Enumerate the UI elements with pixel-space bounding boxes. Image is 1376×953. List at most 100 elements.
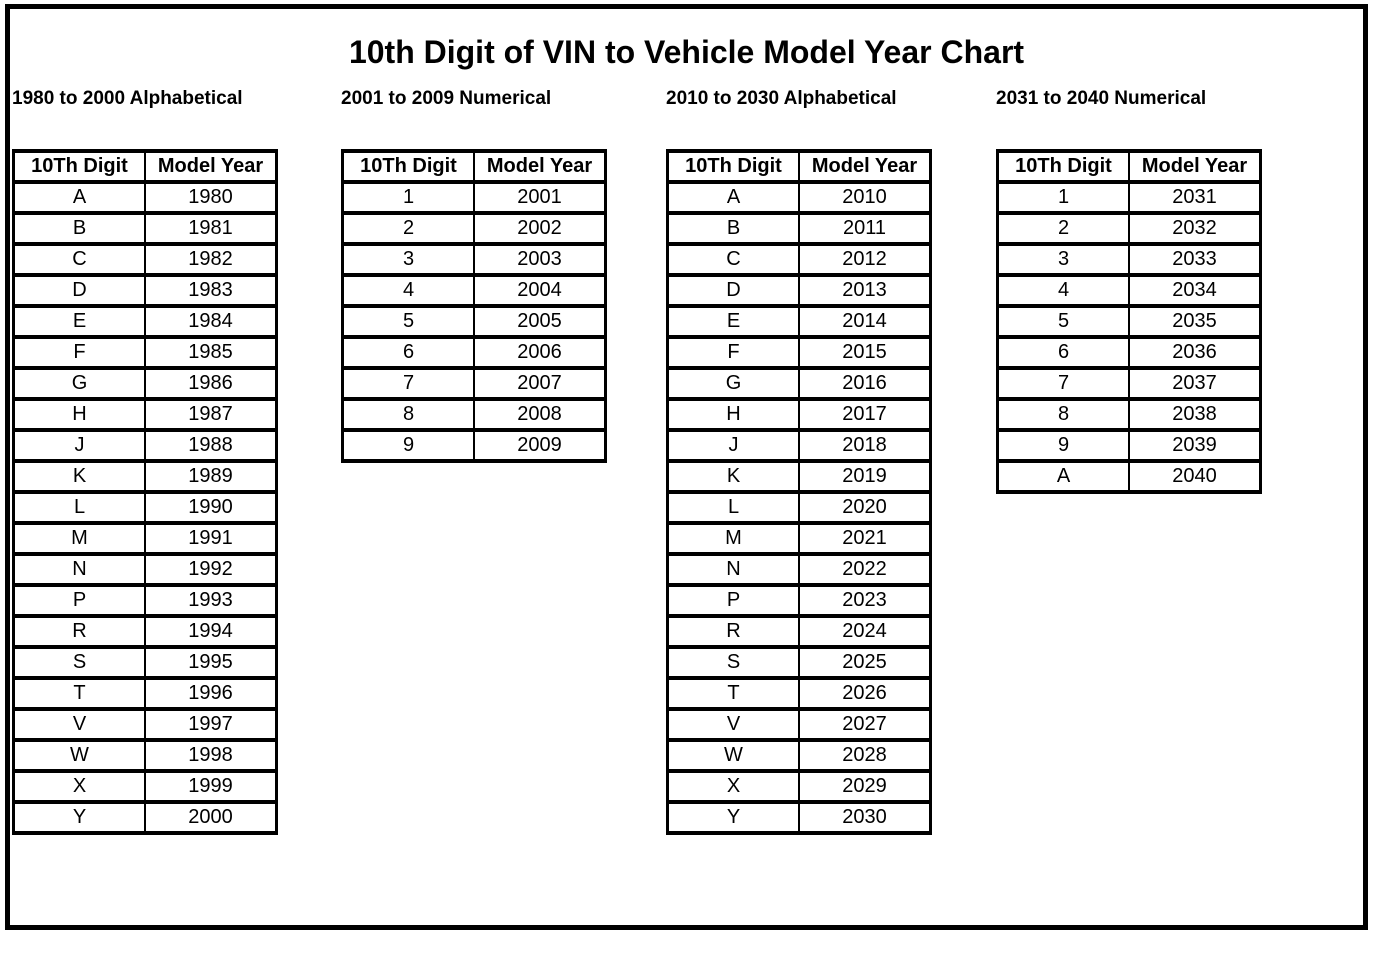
digit-cell: B [666,211,800,246]
digit-cell: 7 [996,366,1130,401]
year-cell: 1993 [144,583,278,618]
year-cell: 2003 [473,242,607,277]
table-row: F 1985 [12,335,278,370]
table-row: A 2040 [996,459,1262,494]
table-row: Y 2000 [12,800,278,835]
table-row: S 2025 [666,645,932,680]
year-cell: 2028 [798,738,932,773]
year-cell: 1987 [144,397,278,432]
table-row: H 2017 [666,397,932,432]
table-row: 6 2006 [341,335,607,370]
table-row: J 2018 [666,428,932,463]
table-row: G 2016 [666,366,932,401]
digit-cell: 7 [341,366,475,401]
table-row: 2 2002 [341,211,607,246]
digit-cell: D [666,273,800,308]
table-section-2010-2030: 2010 to 2030 Alphabetical 10Th Digit Mod… [666,88,932,835]
year-column-header: Model Year [144,149,278,184]
digit-cell: G [666,366,800,401]
digit-cell: 3 [996,242,1130,277]
digit-column-header: 10Th Digit [12,149,146,184]
year-cell: 2035 [1128,304,1262,339]
digit-cell: 5 [996,304,1130,339]
year-cell: 2014 [798,304,932,339]
digit-cell: A [12,180,146,215]
vin-year-table-1980-2000: 10Th Digit Model Year A 1980 B 1981 C 1982 D 19… [12,149,278,835]
table-row: 8 2038 [996,397,1262,432]
digit-cell: X [666,769,800,804]
table-row: B 2011 [666,211,932,246]
digit-cell: A [666,180,800,215]
year-cell: 2000 [144,800,278,835]
table-row: A 2010 [666,180,932,215]
year-cell: 1988 [144,428,278,463]
table-row: T 2026 [666,676,932,711]
digit-cell: 2 [996,211,1130,246]
year-cell: 2036 [1128,335,1262,370]
table-row: 5 2005 [341,304,607,339]
digit-cell: W [666,738,800,773]
year-cell: 1991 [144,521,278,556]
vin-year-table-2031-2040: 10Th Digit Model Year 1 2031 2 2032 3 2033 4 20… [996,149,1262,494]
digit-cell: T [12,676,146,711]
section-label-2031-2040: 2031 to 2040 Numerical [996,88,1207,109]
table-row: 9 2039 [996,428,1262,463]
digit-cell: 4 [996,273,1130,308]
table-row: M 2021 [666,521,932,556]
year-cell: 1992 [144,552,278,587]
year-cell: 1990 [144,490,278,525]
year-cell: 2023 [798,583,932,618]
year-cell: 2026 [798,676,932,711]
table-row: W 2028 [666,738,932,773]
year-cell: 2002 [473,211,607,246]
year-column-header: Model Year [1128,149,1262,184]
digit-cell: Y [12,800,146,835]
table-body: A 2010 B 2011 C 2012 D 2013 E 2014 F 2015 G 2016 H 2017… [666,180,932,835]
table-section-1980-2000: 1980 to 2000 Alphabetical 10Th Digit Mod… [12,88,278,835]
table-row: Y 2030 [666,800,932,835]
digit-cell: 3 [341,242,475,277]
digit-cell: 1 [341,180,475,215]
section-label-2010-2030: 2010 to 2030 Alphabetical [666,88,897,109]
table-row: S 1995 [12,645,278,680]
table-row: L 1990 [12,490,278,525]
digit-cell: J [666,428,800,463]
digit-cell: S [666,645,800,680]
year-cell: 2030 [798,800,932,835]
digit-cell: 9 [341,428,475,463]
digit-cell: L [12,490,146,525]
table-row: E 2014 [666,304,932,339]
table-row: P 2023 [666,583,932,618]
digit-cell: R [12,614,146,649]
table-row: M 1991 [12,521,278,556]
table-row: 7 2037 [996,366,1262,401]
digit-cell: V [12,707,146,742]
year-cell: 2007 [473,366,607,401]
year-cell: 1985 [144,335,278,370]
year-cell: 2001 [473,180,607,215]
digit-cell: L [666,490,800,525]
year-cell: 2018 [798,428,932,463]
digit-cell: J [12,428,146,463]
vin-year-table-2001-2009: 10Th Digit Model Year 1 2001 2 2002 3 2003 4 20… [341,149,607,463]
table-row: K 2019 [666,459,932,494]
table-row: R 1994 [12,614,278,649]
digit-cell: K [12,459,146,494]
year-cell: 2008 [473,397,607,432]
digit-cell: B [12,211,146,246]
year-cell: 2009 [473,428,607,463]
table-row: V 2027 [666,707,932,742]
page-title: 10th Digit of VIN to Vehicle Model Year … [348,34,1025,71]
year-cell: 2010 [798,180,932,215]
year-cell: 2016 [798,366,932,401]
year-cell: 1984 [144,304,278,339]
digit-cell: D [12,273,146,308]
table-row: 3 2003 [341,242,607,277]
digit-cell: N [666,552,800,587]
year-cell: 2031 [1128,180,1262,215]
table-row: C 1982 [12,242,278,277]
year-cell: 2024 [798,614,932,649]
digit-cell: 4 [341,273,475,308]
year-cell: 1983 [144,273,278,308]
